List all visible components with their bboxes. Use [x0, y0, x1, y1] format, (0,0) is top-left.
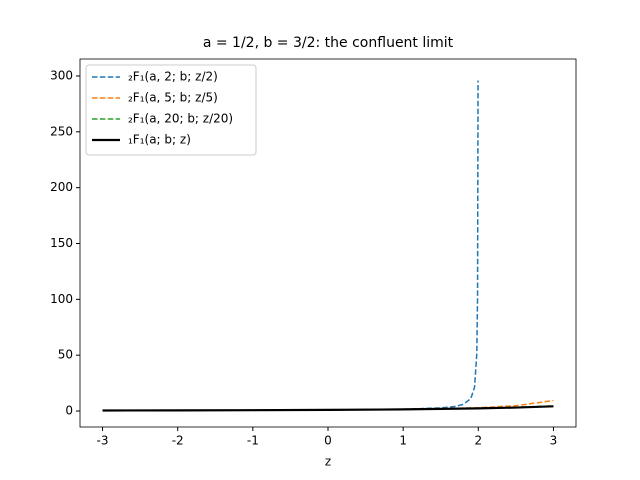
y-tick-label: 0	[65, 404, 73, 418]
legend-label: ₂F₁(a, 2; b; z/2)	[128, 70, 218, 84]
x-tick-label: -2	[172, 434, 184, 448]
x-axis-label: z	[325, 455, 331, 469]
x-tick-label: 0	[324, 434, 332, 448]
axes-frame	[79, 58, 577, 428]
legend-box	[85, 64, 257, 156]
chart-title: a = 1/2, b = 3/2: the confluent limit	[203, 35, 454, 51]
legend-label: ₂F₁(a, 5; b; z/5)	[128, 91, 218, 105]
x-tick-label: -3	[97, 434, 109, 448]
legend-label: ₂F₁(a, 20; b; z/20)	[128, 112, 233, 126]
legend-label: ₁F₁(a; b; z)	[128, 133, 191, 147]
y-tick-label: 250	[50, 124, 73, 138]
x-tick-label: 2	[474, 434, 482, 448]
y-tick-label: 50	[58, 348, 73, 362]
y-tick-label: 100	[50, 292, 73, 306]
y-tick-label: 300	[50, 68, 73, 82]
y-tick-label: 150	[50, 236, 73, 250]
x-tick-label: 3	[550, 434, 558, 448]
x-tick-label: -1	[247, 434, 259, 448]
x-tick-label: 1	[399, 434, 407, 448]
series-line	[102, 405, 554, 412]
y-tick-label: 200	[50, 180, 73, 194]
